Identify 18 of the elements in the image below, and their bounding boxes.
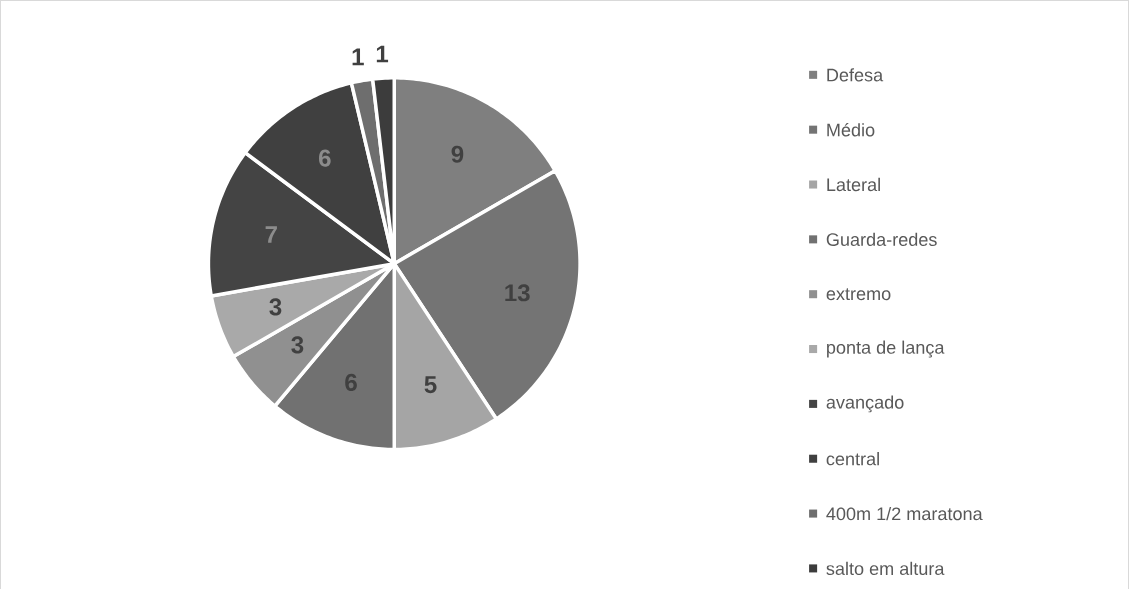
legend-label: salto em altura: [826, 561, 945, 576]
legend-label: central: [826, 452, 879, 466]
legend-label: Defesa: [827, 68, 884, 82]
legend-label: Lateral: [827, 178, 880, 192]
data-label: 1: [376, 45, 389, 63]
data-label: 1: [352, 48, 364, 66]
data-label: 3: [269, 298, 282, 316]
data-label: 7: [265, 226, 277, 244]
data-label: 3: [291, 336, 304, 354]
data-label: 6: [319, 149, 331, 167]
legend-label: 400m 1/2 maratona: [826, 507, 983, 521]
legend-label: ponta de lança: [827, 340, 945, 358]
data-label: 5: [424, 376, 437, 394]
legend-label: extremo: [826, 288, 891, 301]
legend-label: Médio: [827, 123, 875, 137]
legend-label: Guarda-redes: [826, 232, 937, 247]
data-label: 9: [451, 145, 464, 163]
legend-label: avançado: [826, 395, 904, 413]
